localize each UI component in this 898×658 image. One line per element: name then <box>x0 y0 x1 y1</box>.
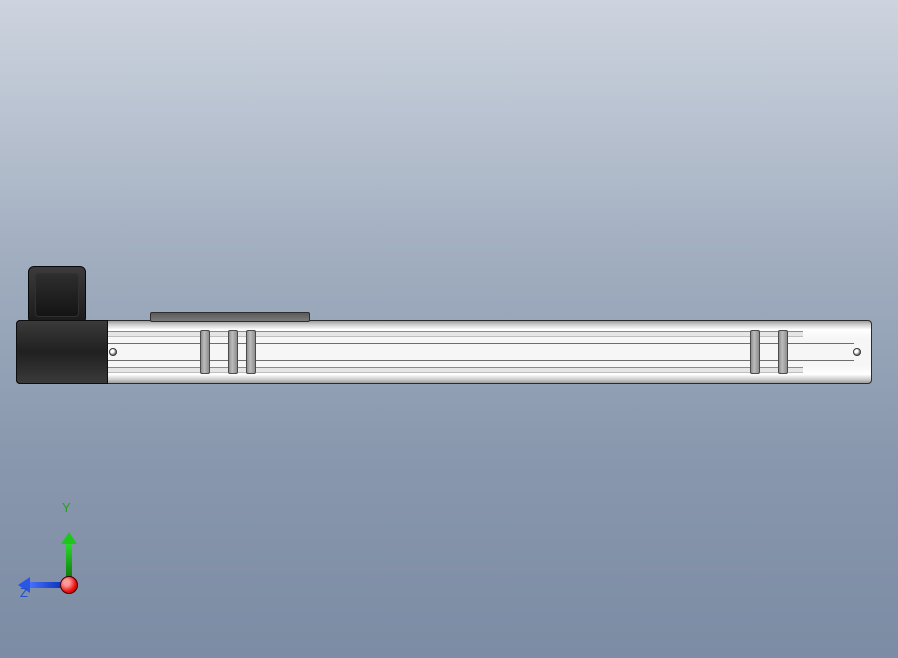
rail-end-cap <box>16 320 108 384</box>
view-orientation-triad[interactable]: Y Z <box>22 506 112 606</box>
rail-slot-bottom <box>85 367 802 373</box>
axis-y-arrow[interactable] <box>66 542 72 578</box>
motor-block <box>28 266 86 324</box>
rail-hole <box>853 348 861 356</box>
axis-y-label: Y <box>62 500 71 515</box>
cad-3d-viewport[interactable]: Y Z <box>0 0 898 658</box>
slot-bracket <box>228 330 238 374</box>
slot-bracket <box>246 330 256 374</box>
rail-slot-top <box>85 331 802 337</box>
slot-bracket <box>750 330 760 374</box>
motor-block-inner <box>35 273 79 317</box>
slot-bracket <box>778 330 788 374</box>
rail-hole <box>109 348 117 356</box>
carriage-plate <box>150 312 310 322</box>
axis-z-label: Z <box>20 585 28 600</box>
axis-z-arrow[interactable] <box>28 582 64 588</box>
slot-bracket <box>200 330 210 374</box>
axis-origin-icon[interactable] <box>60 576 78 594</box>
linear-rail <box>16 320 872 384</box>
model-scene <box>0 0 898 658</box>
